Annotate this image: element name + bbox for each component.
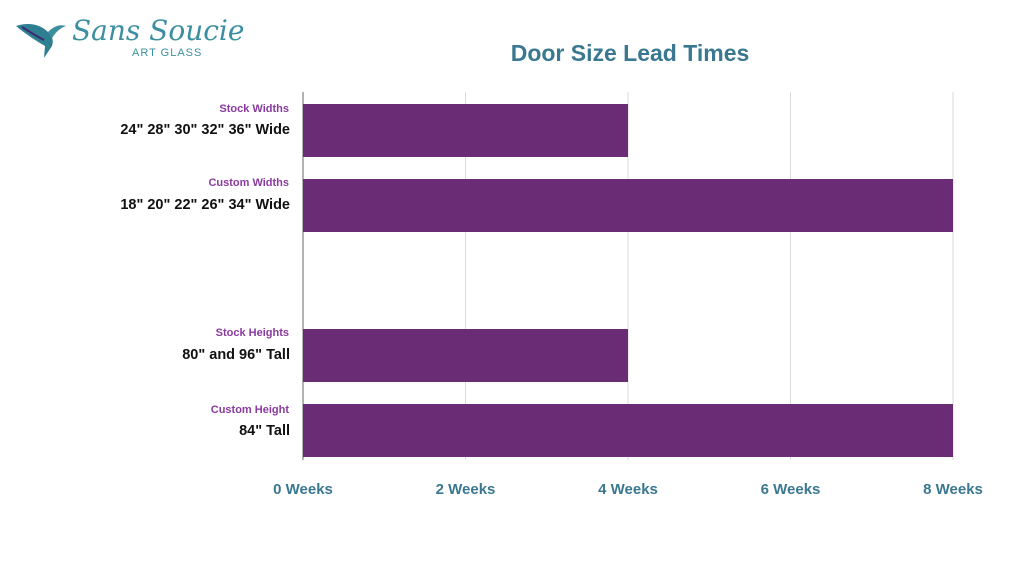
category-group-label: Custom Widths: [208, 177, 289, 189]
bar: [303, 329, 628, 382]
bar: [303, 404, 953, 457]
bar: [303, 104, 628, 157]
category-label: 80" and 96" Tall: [182, 347, 290, 363]
category-label: 24" 28" 30" 32" 36" Wide: [120, 122, 290, 138]
x-tick-label: 0 Weeks: [273, 481, 333, 498]
chart-title: Door Size Lead Times: [510, 40, 750, 66]
hummingbird-icon: [16, 24, 66, 58]
category-group-label: Stock Heights: [215, 327, 289, 339]
bar: [303, 179, 953, 232]
x-tick-label: 6 Weeks: [761, 481, 821, 498]
logo-script-text: Sans Soucie: [72, 14, 245, 47]
brand-logo: Sans Soucie ART GLASS: [14, 12, 244, 68]
category-group-label: Stock Widths: [219, 103, 289, 115]
logo-sub-text: ART GLASS: [132, 47, 203, 59]
x-tick-label: 4 Weeks: [598, 481, 658, 498]
x-tick-label: 8 Weeks: [923, 481, 983, 498]
category-label: 84" Tall: [239, 423, 290, 439]
category-label: 18" 20" 22" 26" 34" Wide: [120, 197, 290, 213]
x-tick-label: 2 Weeks: [436, 481, 496, 498]
category-group-label: Custom Height: [210, 404, 289, 416]
